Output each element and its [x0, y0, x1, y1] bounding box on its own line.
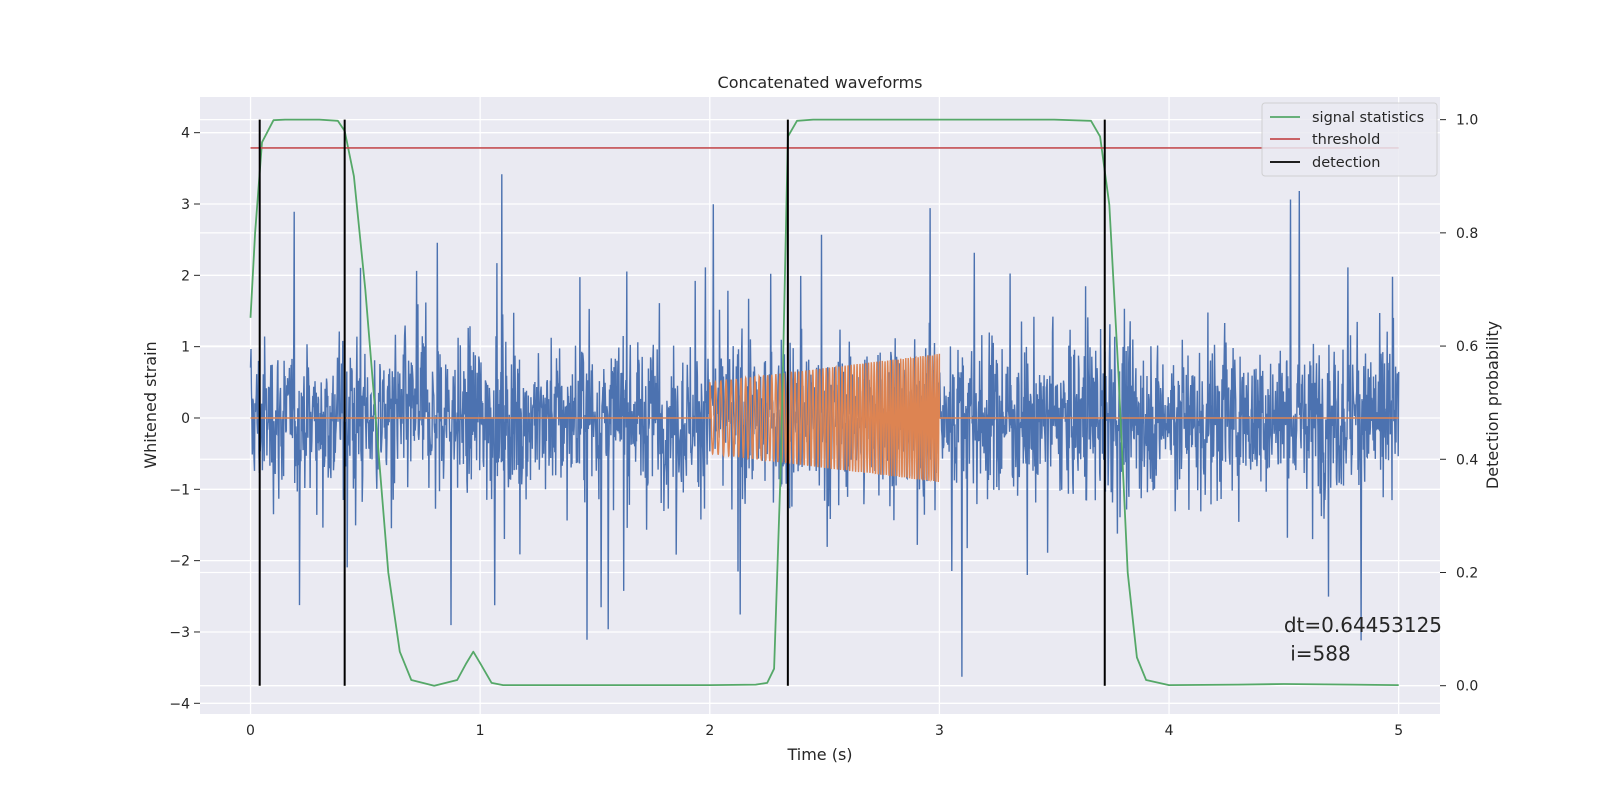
chirp-template-line [250, 353, 1399, 483]
y-tick-label: −2 [169, 554, 190, 570]
y-right-tick-label: 1.0 [1456, 113, 1478, 129]
signal-statistics-line [249, 118, 1399, 687]
y-right-tick-label: 0.8 [1456, 226, 1478, 242]
annotation-index: i=588 [1284, 642, 1351, 666]
x-tick-label: 5 [1394, 723, 1403, 739]
chart-title: Concatenated waveforms [718, 73, 923, 92]
y-right-tick-label: 0.0 [1456, 679, 1478, 695]
y-right-tick-label: 0.2 [1456, 565, 1478, 581]
x-axis-label: Time (s) [786, 745, 852, 764]
annotation-dt: dt=0.64453125 [1284, 613, 1442, 637]
axes: 0 1 2 3 4 5 −4 −3 −2 −1 0 1 2 3 4 0.0 0.2 0.4 0.6 0.8 1.0 [169, 113, 1478, 739]
y-axis-label: Whitened strain [141, 341, 160, 468]
x-tick-label: 0 [246, 723, 255, 739]
x-tick-label: 4 [1165, 723, 1174, 739]
x-tick-label: 1 [476, 723, 485, 739]
legend-label-detection: detection [1312, 155, 1380, 171]
y-tick-label: 1 [181, 340, 190, 356]
y-tick-label: 4 [181, 126, 190, 142]
y-tick-label: −3 [169, 625, 190, 641]
legend: signal statistics threshold detection [1261, 102, 1438, 177]
x-tick-label: 3 [935, 723, 944, 739]
y-axis-right-label: Detection probability [1483, 321, 1502, 489]
y-tick-label: −1 [169, 482, 190, 498]
x-tick-label: 2 [705, 723, 714, 739]
y-tick-label: 0 [181, 411, 190, 427]
y-tick-label: −4 [169, 696, 190, 712]
y-tick-label: 3 [181, 197, 190, 213]
y-tick-label: 2 [181, 268, 190, 284]
legend-box [1261, 102, 1438, 177]
y-right-tick-label: 0.4 [1456, 452, 1478, 468]
legend-label-threshold: threshold [1312, 132, 1380, 148]
legend-label-signal-statistics: signal statistics [1312, 110, 1424, 126]
series-layer [249, 118, 1400, 687]
y-right-tick-label: 0.6 [1456, 339, 1478, 355]
strain-noise-line [249, 174, 1400, 677]
